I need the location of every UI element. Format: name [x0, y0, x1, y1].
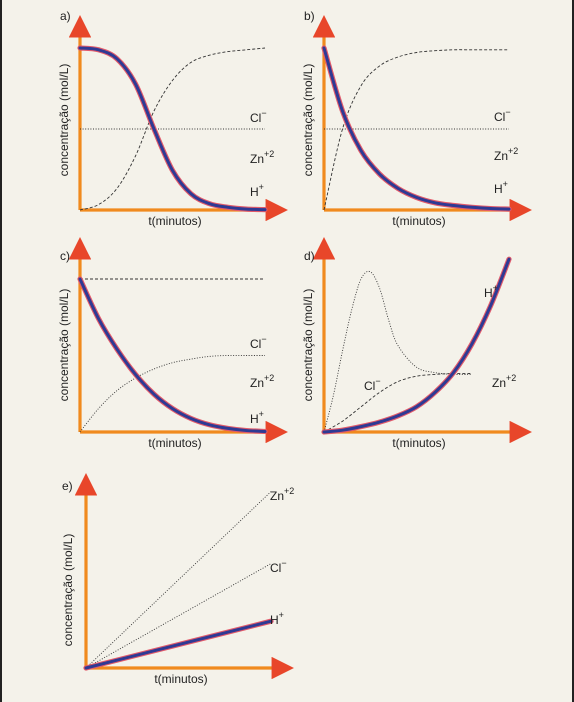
series-label-cl: Cl− [250, 108, 267, 125]
series-line-h-glow [77, 45, 268, 213]
series-line-h-glow [321, 45, 512, 212]
x-axis-label: t(minutos) [392, 214, 445, 228]
series-label-zn: Zn+2 [250, 149, 274, 166]
chart-panel-5: e) concentração (mol/L) t(minutos) Zn+2 Cl− H… [61, 473, 294, 686]
y-axis-label: concentração (mol/L) [301, 64, 315, 177]
series-line-zn [323, 372, 473, 433]
series-label-zn: Zn+2 [494, 146, 518, 163]
series-label-h: H+ [494, 179, 508, 196]
series-line-h [84, 619, 273, 670]
x-axis-label: t(minutos) [392, 436, 445, 450]
x-axis-label: t(minutos) [148, 214, 201, 228]
y-axis-label: concentração (mol/L) [57, 64, 71, 177]
series-label-h: H+ [484, 283, 498, 300]
series-label-h: H+ [250, 409, 264, 426]
series-line-cl [323, 270, 473, 433]
series-label-cl: Cl− [250, 334, 267, 351]
series-label-h: H+ [270, 610, 284, 627]
series-line-zn [79, 354, 265, 433]
chart-panel-1: a) concentração (mol/L) t(minutos) Cl− Zn+2 H… [57, 9, 288, 228]
series-line-cl [85, 563, 272, 669]
series-label-zn: Zn+2 [250, 373, 274, 390]
series-label-cl: Cl− [270, 558, 287, 575]
series-line-h [322, 257, 511, 434]
series-line-h [78, 46, 267, 212]
chart-panel-3: c) concentração (mol/L) t(minutos) Cl− Zn+2 H… [57, 237, 288, 450]
x-axis-label: t(minutos) [154, 672, 207, 686]
series-line-h [78, 277, 267, 433]
panel-label: c) [60, 249, 70, 263]
panel-label: e) [62, 479, 73, 493]
series-line-cl [79, 47, 266, 211]
series-label-zn: Zn+2 [270, 486, 294, 503]
series-line-zn [85, 491, 272, 669]
y-axis-label: concentração (mol/L) [61, 534, 75, 647]
panel-label: a) [60, 9, 71, 23]
x-axis-label: t(minutos) [148, 436, 201, 450]
series-label-cl: Cl− [494, 107, 511, 124]
panel-label: b) [304, 9, 315, 23]
series-label-h: H+ [250, 182, 264, 199]
series-label-cl: Cl− [364, 376, 381, 393]
chart-panel-2: b) concentração (mol/L) t(minutos) Cl− Zn+2 H… [301, 9, 532, 228]
series-label-zn: Zn+2 [492, 373, 516, 390]
panel-label: d) [304, 249, 315, 263]
y-axis-label: concentração (mol/L) [301, 289, 315, 402]
chart-panel-4: d) concentração (mol/L) t(minutos) Cl− Zn+2 H… [301, 237, 532, 450]
series-line-cl [323, 49, 509, 211]
series-line-h [322, 46, 511, 211]
y-axis-label: concentração (mol/L) [57, 289, 71, 402]
